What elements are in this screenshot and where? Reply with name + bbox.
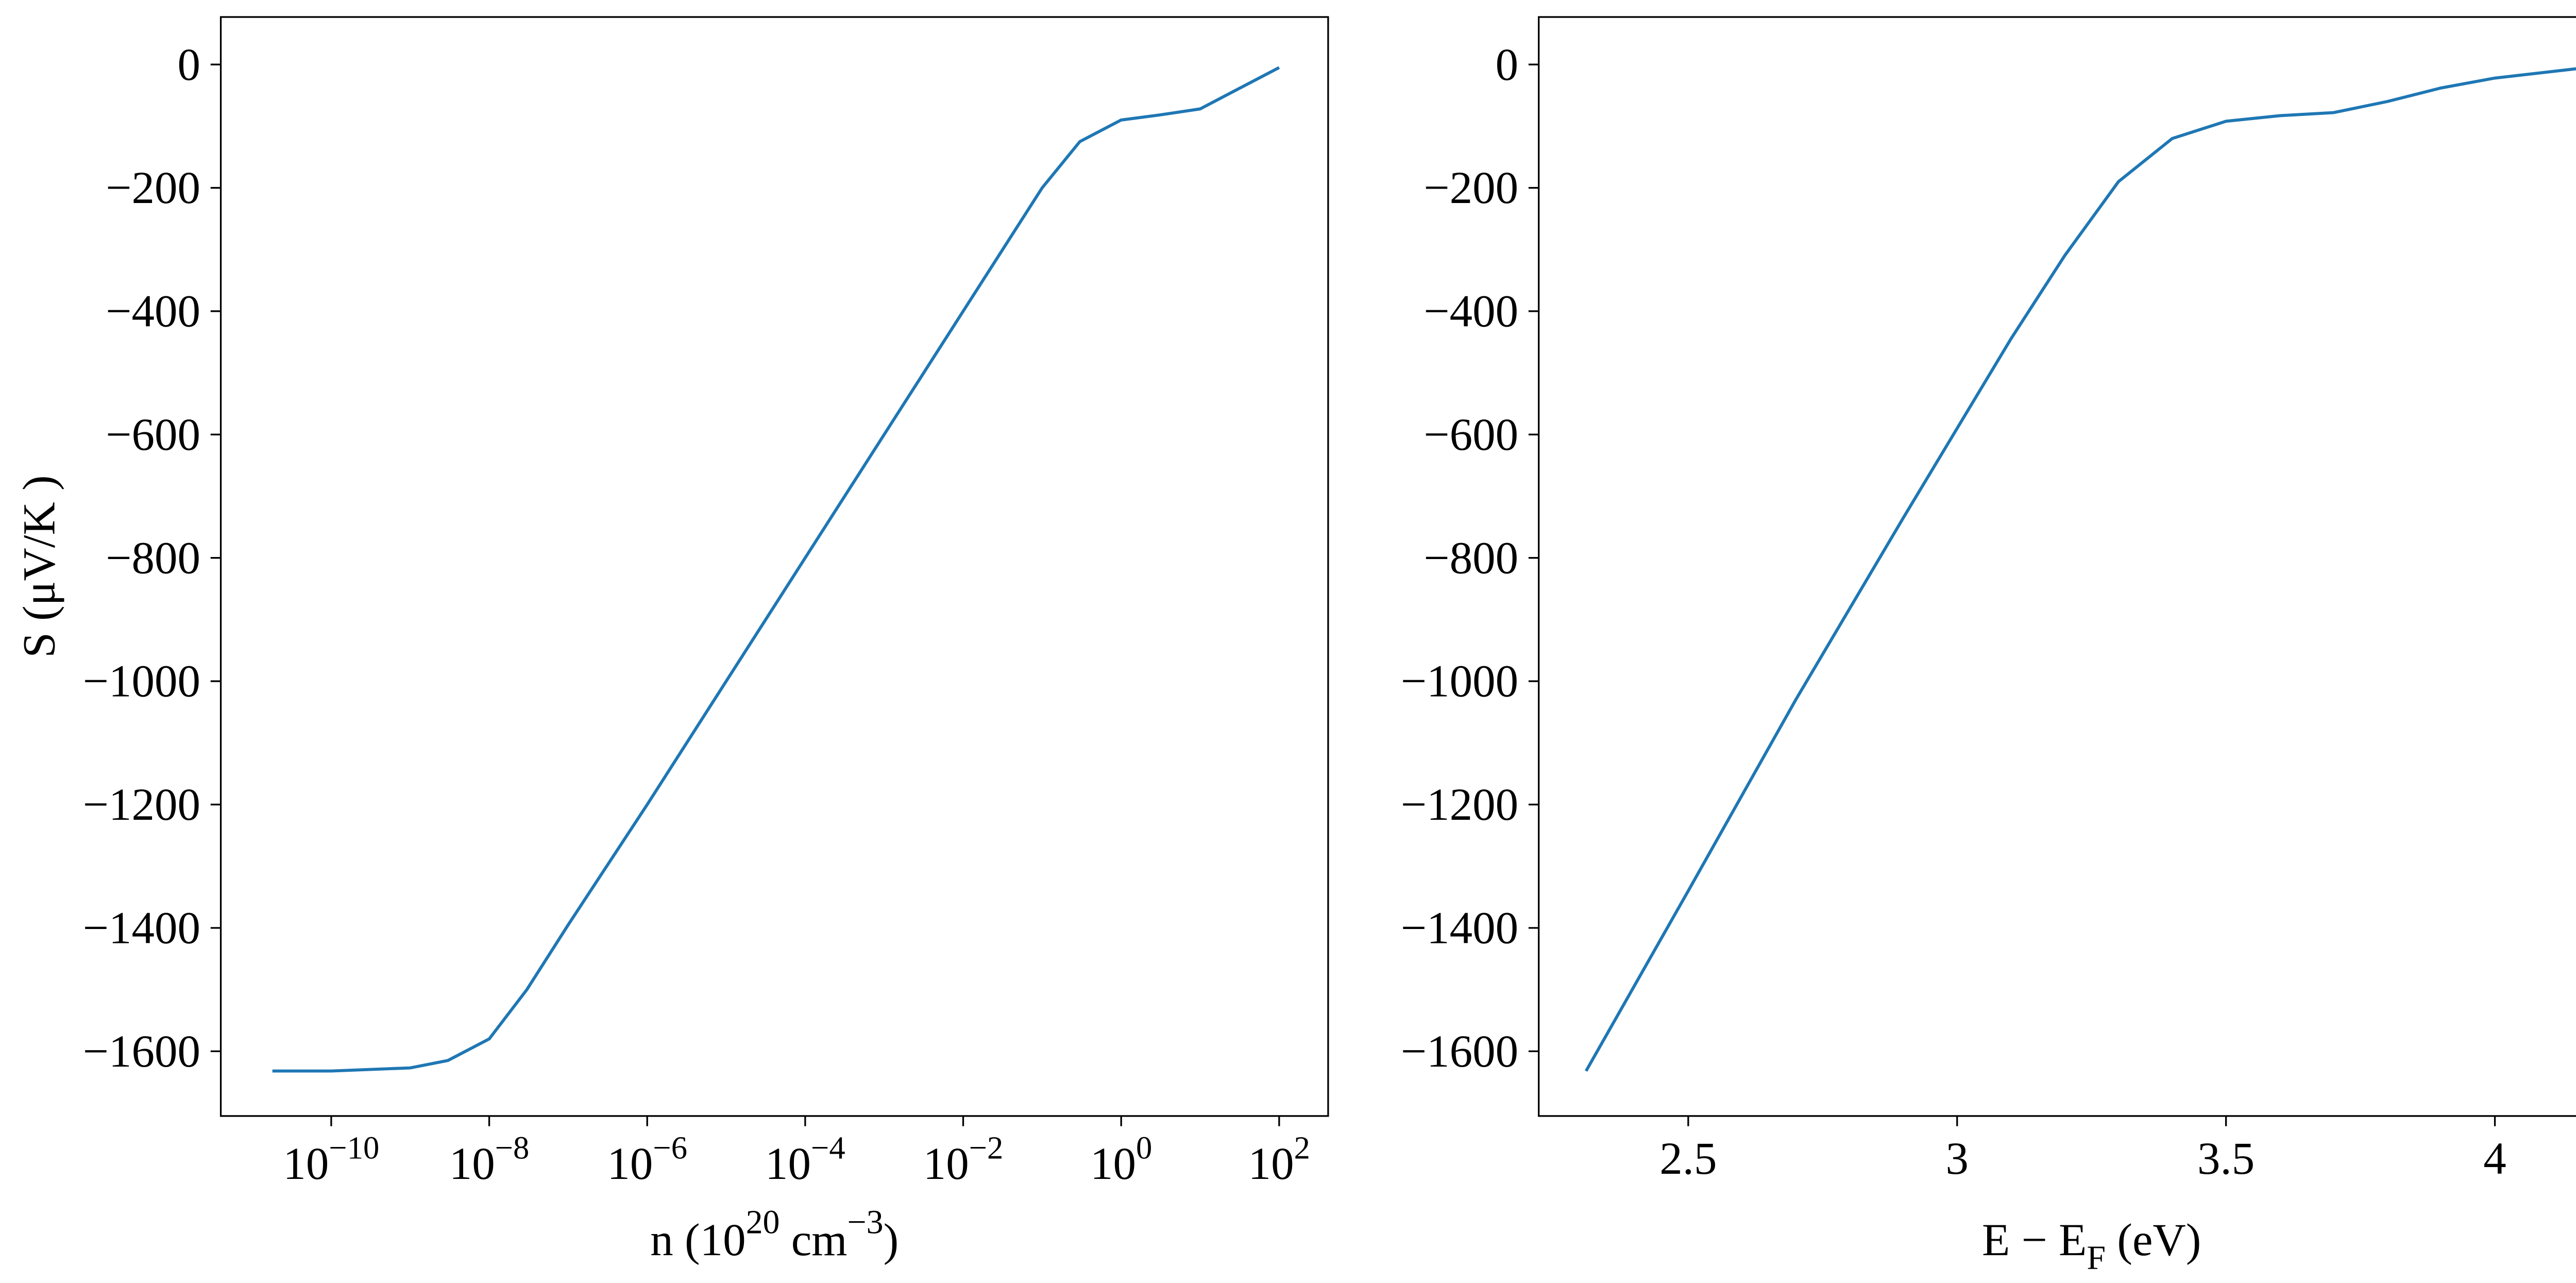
x-tick-label: 10−8 (449, 1129, 530, 1189)
x-tick-label: 4 (2483, 1134, 2506, 1184)
x-tick-label: 10−10 (283, 1129, 379, 1189)
x-axis-label: E − EF (eV) (1982, 1215, 2201, 1276)
x-tick-label: 100 (1090, 1129, 1152, 1189)
x-tick-label: 2.5 (1659, 1134, 1717, 1184)
tick-base: 10 (1090, 1139, 1136, 1189)
x-tick-label: 10−4 (765, 1129, 845, 1189)
label-script: F (2087, 1239, 2106, 1277)
y-tick-label: −400 (1423, 286, 1518, 337)
label-script: 20 (746, 1203, 780, 1241)
tick-base: 10 (283, 1139, 329, 1189)
axes-frame (1538, 16, 2576, 1117)
y-tick-label: −600 (1423, 410, 1518, 460)
label-text: ) (884, 1215, 899, 1265)
tick-exponent: −6 (653, 1129, 687, 1166)
x-tick-label: 3.5 (2197, 1134, 2255, 1184)
axes-frame (219, 16, 1329, 1117)
y-axis-label: S (μV/K ) (14, 475, 64, 657)
data-line (1584, 67, 2576, 1072)
label-script: −3 (847, 1203, 883, 1241)
y-tick-label: −1600 (83, 1026, 200, 1077)
tick-exponent: −8 (495, 1129, 530, 1166)
y-tick-label: 0 (1496, 40, 1519, 90)
tick-exponent: 0 (1136, 1129, 1152, 1166)
y-tick-label: −200 (106, 163, 200, 213)
tick-base: 10 (449, 1139, 495, 1189)
label-text: n (10 (650, 1215, 745, 1265)
y-tick-label: −600 (106, 410, 200, 460)
tick-exponent: −10 (329, 1129, 379, 1166)
y-tick-label: −1000 (1401, 656, 1518, 707)
tick-base: 10 (607, 1139, 653, 1189)
y-tick-label: 0 (177, 40, 200, 90)
x-axis-label: n (1020 cm−3) (650, 1203, 899, 1265)
y-tick-label: −800 (106, 533, 200, 583)
x-tick-label: 10−2 (923, 1129, 1004, 1189)
label-text: (eV) (2106, 1215, 2201, 1265)
y-tick-label: −200 (1423, 163, 1518, 213)
tick-exponent: −2 (969, 1129, 1004, 1166)
y-tick-label: −800 (1423, 533, 1518, 583)
tick-exponent: −4 (811, 1129, 845, 1166)
tick-exponent: 2 (1294, 1129, 1310, 1166)
y-tick-label: −400 (106, 286, 200, 337)
y-tick-label: −1400 (1401, 903, 1518, 954)
y-tick-label: −1200 (83, 780, 200, 830)
x-tick-label: 102 (1248, 1129, 1310, 1189)
data-line (272, 66, 1280, 1073)
y-tick-label: −1000 (83, 656, 200, 707)
x-tick-label: 10−6 (607, 1129, 687, 1189)
tick-base: 10 (1248, 1139, 1294, 1189)
y-tick-label: −1200 (1401, 780, 1518, 830)
y-tick-label: −1400 (83, 903, 200, 954)
y-tick-label: −1600 (1401, 1026, 1518, 1077)
label-text: cm (780, 1215, 848, 1265)
x-tick-label: 3 (1946, 1134, 1969, 1184)
tick-base: 10 (923, 1139, 969, 1189)
label-text: E − E (1982, 1215, 2087, 1265)
tick-base: 10 (765, 1139, 811, 1189)
